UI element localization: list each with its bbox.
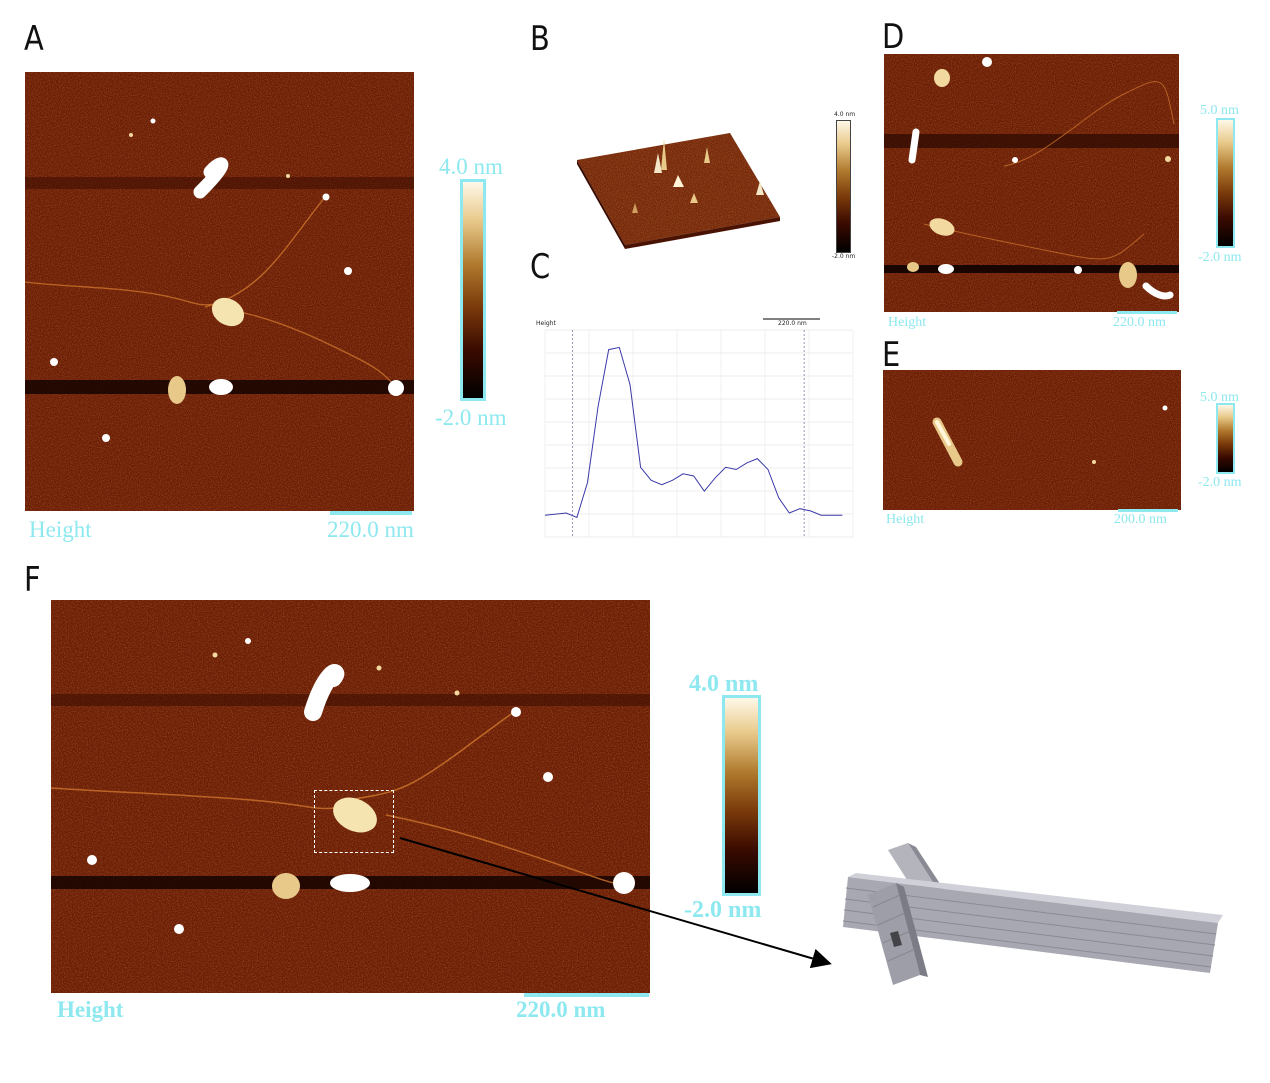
scale-label-f: 220.0 nm <box>516 997 606 1022</box>
colorbar-max-b: 4.0 nm <box>834 111 856 118</box>
colorbar-e <box>1216 403 1235 474</box>
selection-box <box>314 790 394 853</box>
profile-y-axis-title: Height <box>536 320 556 327</box>
panel-letter-e: E <box>882 335 901 375</box>
pointer-arrow <box>390 830 840 970</box>
profile-series-line <box>544 346 843 519</box>
profile-scale-label: 220.0 nm <box>778 320 807 327</box>
height-label-a: Height <box>29 517 92 542</box>
height-label-f: Height <box>57 997 124 1022</box>
afm-image-d <box>884 54 1179 312</box>
panel-letter-f: F <box>24 560 41 600</box>
colorbar-max-e: 5.0 nm <box>1200 390 1239 405</box>
colorbar-f <box>722 695 761 896</box>
panel-letter-a: A <box>24 19 44 59</box>
colorbar-min-e: -2.0 nm <box>1198 475 1242 490</box>
height-label-d: Height <box>888 315 927 330</box>
scale-bar-d <box>1117 311 1177 314</box>
colorbar-max-d: 5.0 nm <box>1200 103 1239 118</box>
colorbar-min-b: -2.0 nm <box>832 253 856 260</box>
scale-bar-f <box>524 993 649 997</box>
colorbar-max-a: 4.0 nm <box>439 154 503 179</box>
colorbar-max-f: 4.0 nm <box>689 671 759 697</box>
scale-bar-e <box>1118 509 1178 512</box>
afm-3d-surface-b <box>570 125 785 250</box>
panel-letter-d: D <box>882 17 905 57</box>
profile-grid <box>544 329 854 538</box>
profile-plot-area: Height 220.0 nm <box>536 318 854 538</box>
afm-image-f <box>51 600 650 993</box>
colorbar-min-a: -2.0 nm <box>435 405 507 430</box>
colorbar-b <box>836 120 851 253</box>
scale-bar-a <box>330 511 412 515</box>
scale-label-d: 220.0 nm <box>1113 315 1166 330</box>
height-profile-chart-c: Height 220.0 nm <box>533 315 858 545</box>
panel-letter-b: B <box>530 19 550 59</box>
colorbar-d <box>1216 118 1235 248</box>
colorbar-min-d: -2.0 nm <box>1198 250 1242 265</box>
scale-label-a: 220.0 nm <box>327 517 414 542</box>
colorbar-min-f: -2.0 nm <box>684 897 762 923</box>
scale-label-e: 200.0 nm <box>1114 512 1167 527</box>
afm-image-e <box>883 370 1181 510</box>
profile-cursors <box>572 330 805 537</box>
colorbar-a <box>460 179 486 401</box>
height-label-e: Height <box>886 512 925 527</box>
panel-letter-c: C <box>530 247 551 287</box>
origami-3d-model <box>838 835 1228 995</box>
afm-image-a <box>25 72 414 511</box>
